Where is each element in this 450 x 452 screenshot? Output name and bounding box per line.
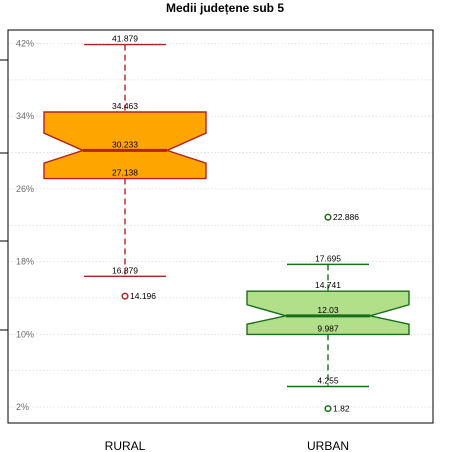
y-tick-label: 18% — [16, 257, 34, 267]
y-tick-label: 42% — [16, 39, 34, 49]
q1-label: 27.138 — [112, 168, 138, 178]
outlier-point — [324, 213, 332, 221]
whisker-high-label: 17.695 — [315, 253, 341, 263]
x-tick-label: URBAN — [307, 439, 349, 452]
q3-label: 14.741 — [315, 280, 341, 290]
median-label: 30.233 — [112, 139, 138, 149]
y-tick-label: 10% — [16, 329, 34, 339]
outlier-point — [121, 292, 129, 300]
box-rural — [43, 111, 207, 180]
outlier-label: 1.82 — [333, 404, 350, 414]
y-tick-label: 26% — [16, 184, 34, 194]
whisker-low-label: 16.379 — [112, 265, 138, 275]
box-urban — [246, 290, 410, 336]
q1-label: 9.987 — [317, 323, 339, 333]
outlier-point — [324, 405, 332, 413]
q3-label: 34.463 — [112, 101, 138, 111]
outlier-label: 22.886 — [333, 212, 359, 222]
plot-frame — [7, 29, 434, 424]
y-tick-label: 2% — [16, 402, 29, 412]
chart-title: Medii județene sub 5 — [166, 1, 284, 15]
whisker-low-label: 4.255 — [317, 376, 339, 386]
outlier-label: 14.196 — [130, 291, 156, 301]
y-tick-label: 34% — [16, 111, 34, 121]
whisker-high-label: 41.879 — [112, 34, 138, 44]
median-label: 12.03 — [317, 305, 339, 315]
x-tick-label: RURAL — [105, 439, 146, 452]
